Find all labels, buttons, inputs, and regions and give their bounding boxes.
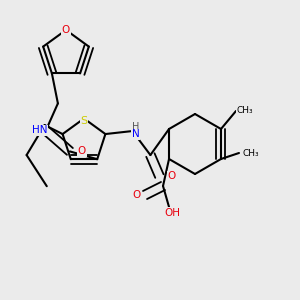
Text: CH₃: CH₃: [237, 106, 253, 116]
Text: HN: HN: [32, 125, 48, 135]
Text: S: S: [80, 116, 88, 127]
Text: O: O: [167, 171, 175, 181]
Text: H: H: [132, 122, 139, 131]
Text: O: O: [78, 146, 86, 156]
Text: CH₃: CH₃: [243, 148, 259, 158]
Text: O: O: [62, 25, 70, 35]
Text: N: N: [131, 129, 139, 139]
Text: OH: OH: [164, 208, 180, 218]
Text: O: O: [132, 190, 140, 200]
